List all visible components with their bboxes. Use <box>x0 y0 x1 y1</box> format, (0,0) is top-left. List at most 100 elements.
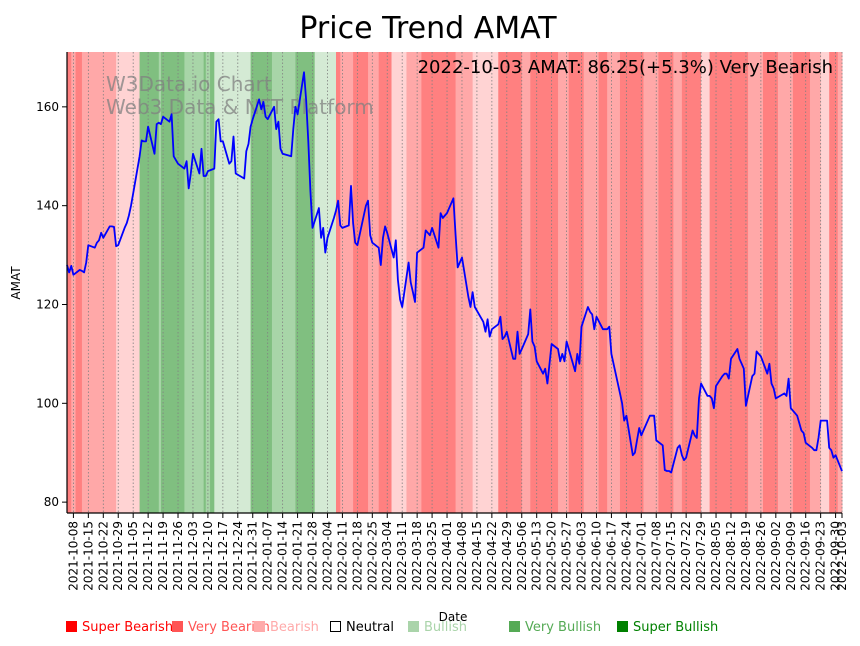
sentiment-band <box>250 52 273 513</box>
sentiment-band <box>160 52 185 513</box>
sentiment-bands <box>67 52 843 513</box>
x-tick-label: 2022-07-15 <box>664 521 678 591</box>
x-tick-label: 2021-11-19 <box>156 521 170 591</box>
legend-item: Neutral <box>330 620 394 635</box>
x-tick-label: 2022-06-03 <box>575 521 589 591</box>
x-tick-label: 2022-07-22 <box>679 521 693 591</box>
sentiment-band <box>748 52 764 513</box>
sentiment-band <box>837 52 843 513</box>
y-tick-label: 100 <box>36 396 59 410</box>
x-tick-label: 2021-10-22 <box>96 521 110 591</box>
legend-item: Bearish <box>254 620 319 635</box>
sentiment-band <box>673 52 683 513</box>
x-tick-label: 2022-03-25 <box>425 521 439 591</box>
sentiment-band <box>205 52 211 513</box>
latest-price-annotation: 2022-10-03 AMAT: 86.25(+5.3%) Very Beari… <box>418 57 833 78</box>
sentiment-band <box>829 52 839 513</box>
x-tick-label: 2022-02-18 <box>350 521 364 591</box>
legend-label: Bullish <box>424 620 468 635</box>
x-tick-label: 2021-11-12 <box>141 521 155 591</box>
legend-swatch-icon <box>509 621 520 632</box>
legend-swatch-icon <box>408 621 419 632</box>
x-tick-label: 2022-03-18 <box>410 521 424 591</box>
x-tick-label: 2022-09-16 <box>799 521 813 591</box>
sentiment-band <box>295 52 316 513</box>
x-tick-label: 2022-07-29 <box>694 521 708 591</box>
x-tick-label: 2022-05-27 <box>560 521 574 591</box>
sentiment-band <box>583 52 600 513</box>
x-tick-label: 2022-01-07 <box>261 521 275 591</box>
x-tick-label: 2022-06-17 <box>604 521 618 591</box>
price-line <box>66 71 843 474</box>
sentiment-band <box>340 52 354 513</box>
x-tick-label: 2022-04-08 <box>455 521 469 591</box>
x-tick-label: 2022-06-24 <box>619 521 633 591</box>
x-tick-label: 2022-05-13 <box>530 521 544 591</box>
sentiment-band <box>203 52 207 513</box>
legend-label: Very Bullish <box>525 620 602 635</box>
sentiment-band <box>444 52 457 513</box>
x-tick-label: 2021-11-05 <box>126 521 140 591</box>
x-tick-label: 2022-08-05 <box>709 521 723 591</box>
x-tick-label: 2021-12-17 <box>216 521 230 591</box>
y-tick-label: 140 <box>36 199 59 213</box>
x-tick-label: 2021-10-08 <box>66 521 80 591</box>
x-tick-label: 2022-03-04 <box>380 521 394 591</box>
sentiment-band <box>619 52 644 513</box>
sentiment-band <box>336 52 341 513</box>
x-tick-label: 2021-10-29 <box>111 521 125 591</box>
chart-title: Price Trend AMAT <box>299 11 557 46</box>
sentiment-band <box>67 52 72 513</box>
sentiment-band <box>271 52 296 513</box>
sentiment-band <box>472 52 499 513</box>
x-tick-label: 2022-04-01 <box>440 521 454 591</box>
legend-item: Bullish <box>408 620 467 635</box>
x-tick-label: 2021-12-10 <box>201 521 215 591</box>
x-tick-label: 2022-04-22 <box>485 521 499 591</box>
x-tick-label: 2022-08-19 <box>739 521 753 591</box>
sentiment-band <box>558 52 570 513</box>
x-tick-label: 2022-03-11 <box>395 521 409 591</box>
sentiment-band <box>184 52 205 513</box>
legend-swatch-icon <box>254 621 265 632</box>
y-axis-label: AMAT <box>9 266 23 300</box>
legend-label: Super Bearish <box>82 620 174 635</box>
x-axis-label: Date <box>439 610 468 624</box>
x-axis-ticks: 2021-10-08 2021-10-15 2021-10-22 2021-10-29… <box>66 513 849 591</box>
x-tick-label: 2022-06-10 <box>589 521 603 591</box>
sentiment-band <box>607 52 621 513</box>
x-tick-label: 2022-02-04 <box>320 521 334 591</box>
x-tick-label: 2021-10-15 <box>81 521 95 591</box>
sentiment-band <box>455 52 474 513</box>
legend-label: Very Bearish <box>188 620 270 635</box>
legend-item: Very Bearish <box>172 620 270 635</box>
x-tick-label: 2022-01-14 <box>276 521 290 591</box>
legend-item: Super Bearish <box>66 620 173 635</box>
x-tick-label: 2021-12-03 <box>186 521 200 591</box>
x-tick-label: 2022-08-26 <box>754 521 768 591</box>
x-tick-label: 2022-04-15 <box>470 521 484 591</box>
y-tick-label: 160 <box>36 100 59 114</box>
sentiment-band <box>498 52 523 513</box>
sentiment-band <box>116 52 141 513</box>
x-tick-label: 2021-11-26 <box>171 521 185 591</box>
sentiment-band <box>158 52 162 513</box>
sentiment-band <box>701 52 711 513</box>
watermark-line-2: Web3 Data & NFT Platform <box>106 95 374 119</box>
y-tick-label: 80 <box>44 495 59 509</box>
x-tick-label: 2022-08-12 <box>724 521 738 591</box>
sentiment-band <box>314 52 337 513</box>
sentiment-band <box>709 52 749 513</box>
sentiment-band <box>568 52 585 513</box>
sentiment-band <box>214 52 252 513</box>
sentiment-band <box>421 52 446 513</box>
x-tick-label: 2022-05-06 <box>515 521 529 591</box>
sentiment-band <box>391 52 407 513</box>
sentiment-band <box>406 52 422 513</box>
x-tick-label: 2021-12-24 <box>231 521 245 591</box>
legend-label: Bearish <box>270 620 319 635</box>
x-tick-label: 2022-09-23 <box>814 521 828 591</box>
sentiment-band <box>521 52 531 513</box>
x-tick-label: 2022-01-28 <box>306 521 320 591</box>
